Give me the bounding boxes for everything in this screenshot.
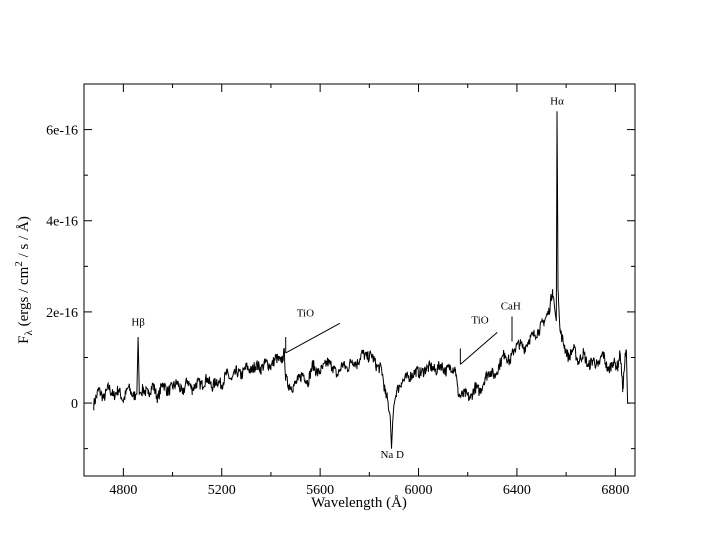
annotation-bracket-slope bbox=[460, 332, 498, 365]
x-tick-label: 6000 bbox=[405, 483, 433, 498]
y-tick-label: 0 bbox=[71, 397, 78, 412]
y-axis-title-superscript: 2 bbox=[13, 261, 25, 267]
annotation-label: CaH bbox=[501, 301, 521, 313]
x-tick-label: 5600 bbox=[306, 483, 334, 498]
y-axis-title-units-end: / s / Å) bbox=[16, 216, 32, 261]
y-tick-label: 6e-16 bbox=[46, 124, 78, 139]
y-axis-title-subscript: λ bbox=[23, 329, 35, 335]
x-axis-title: Wavelength (Å) bbox=[311, 495, 407, 511]
plot-frame bbox=[83, 83, 636, 477]
x-tick-label: 6800 bbox=[601, 483, 629, 498]
annotation-bracket-slope bbox=[285, 322, 341, 354]
axis-tick-labels: 4800 5200 5600 6000 6400 6800 0 2e-16 4e-16 6e-16 bbox=[46, 124, 629, 498]
spectrum-line bbox=[93, 111, 631, 449]
annotation-label: Na D bbox=[380, 449, 404, 461]
axis-ticks bbox=[84, 83, 635, 476]
y-tick-label: 2e-16 bbox=[46, 306, 78, 321]
line-annotations: Hβ TiO Na D TiO CaH Hα bbox=[131, 96, 564, 461]
y-axis-title: Fλ (ergs / cm2 / s / Å) bbox=[13, 216, 35, 344]
x-tick-label: 4800 bbox=[109, 483, 137, 498]
y-tick-label: 4e-16 bbox=[46, 215, 78, 230]
y-axis-title-symbol: F bbox=[16, 335, 32, 343]
x-tick-label: 5200 bbox=[208, 483, 236, 498]
annotation-label: Hβ bbox=[131, 317, 145, 329]
y-axis-title-units: (ergs / cm bbox=[16, 266, 32, 330]
annotation-label: Hα bbox=[550, 96, 564, 108]
annotation-label: TiO bbox=[471, 314, 488, 326]
annotation-label: TiO bbox=[297, 307, 314, 319]
x-tick-label: 6400 bbox=[503, 483, 531, 498]
